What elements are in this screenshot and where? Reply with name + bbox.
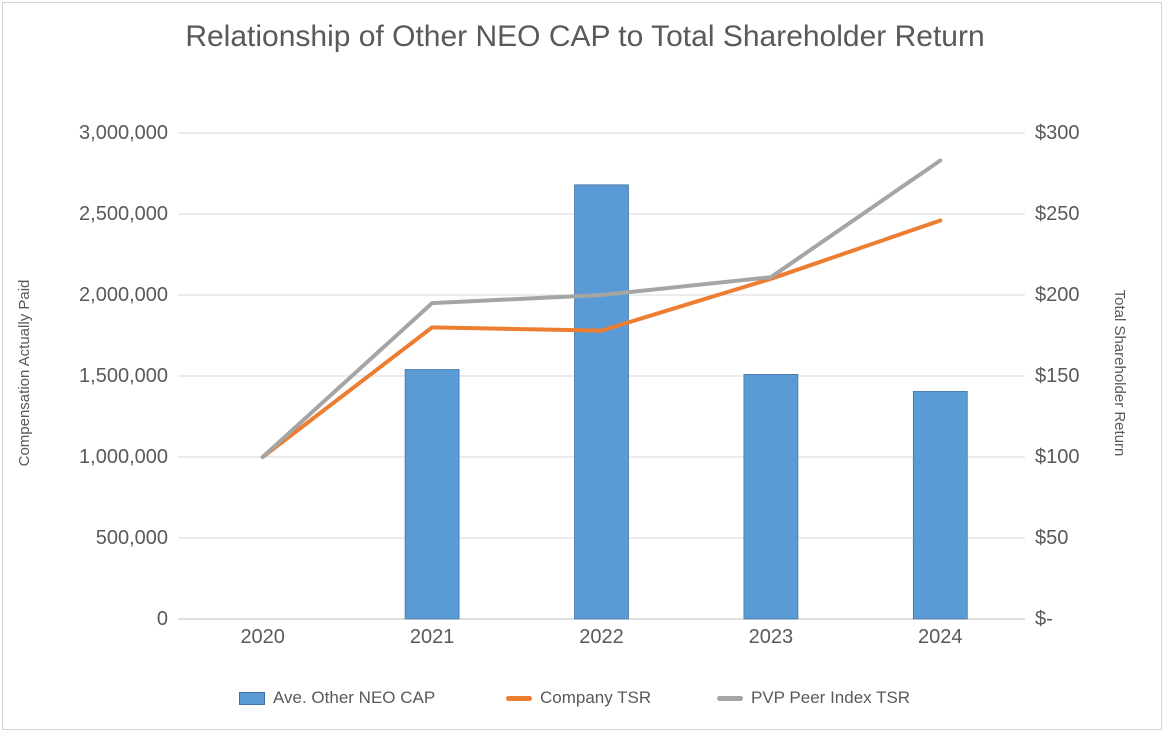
svg-text:$150: $150 bbox=[1035, 365, 1080, 387]
svg-text:$100: $100 bbox=[1035, 446, 1080, 468]
svg-text:0: 0 bbox=[157, 608, 168, 630]
svg-text:2024: 2024 bbox=[918, 626, 963, 648]
svg-text:$-: $- bbox=[1035, 608, 1053, 630]
svg-text:2,500,000: 2,500,000 bbox=[79, 203, 168, 225]
svg-text:1,000,000: 1,000,000 bbox=[79, 446, 168, 468]
svg-text:2,000,000: 2,000,000 bbox=[79, 284, 168, 306]
svg-text:$300: $300 bbox=[1035, 122, 1080, 144]
svg-text:3,000,000: 3,000,000 bbox=[79, 122, 168, 144]
svg-text:2021: 2021 bbox=[410, 626, 455, 648]
svg-text:500,000: 500,000 bbox=[96, 527, 168, 549]
svg-text:$200: $200 bbox=[1035, 284, 1080, 306]
svg-text:2022: 2022 bbox=[579, 626, 624, 648]
svg-text:$50: $50 bbox=[1035, 527, 1068, 549]
svg-text:2020: 2020 bbox=[240, 626, 285, 648]
svg-text:1,500,000: 1,500,000 bbox=[79, 365, 168, 387]
svg-text:$250: $250 bbox=[1035, 203, 1080, 225]
svg-text:2023: 2023 bbox=[749, 626, 794, 648]
